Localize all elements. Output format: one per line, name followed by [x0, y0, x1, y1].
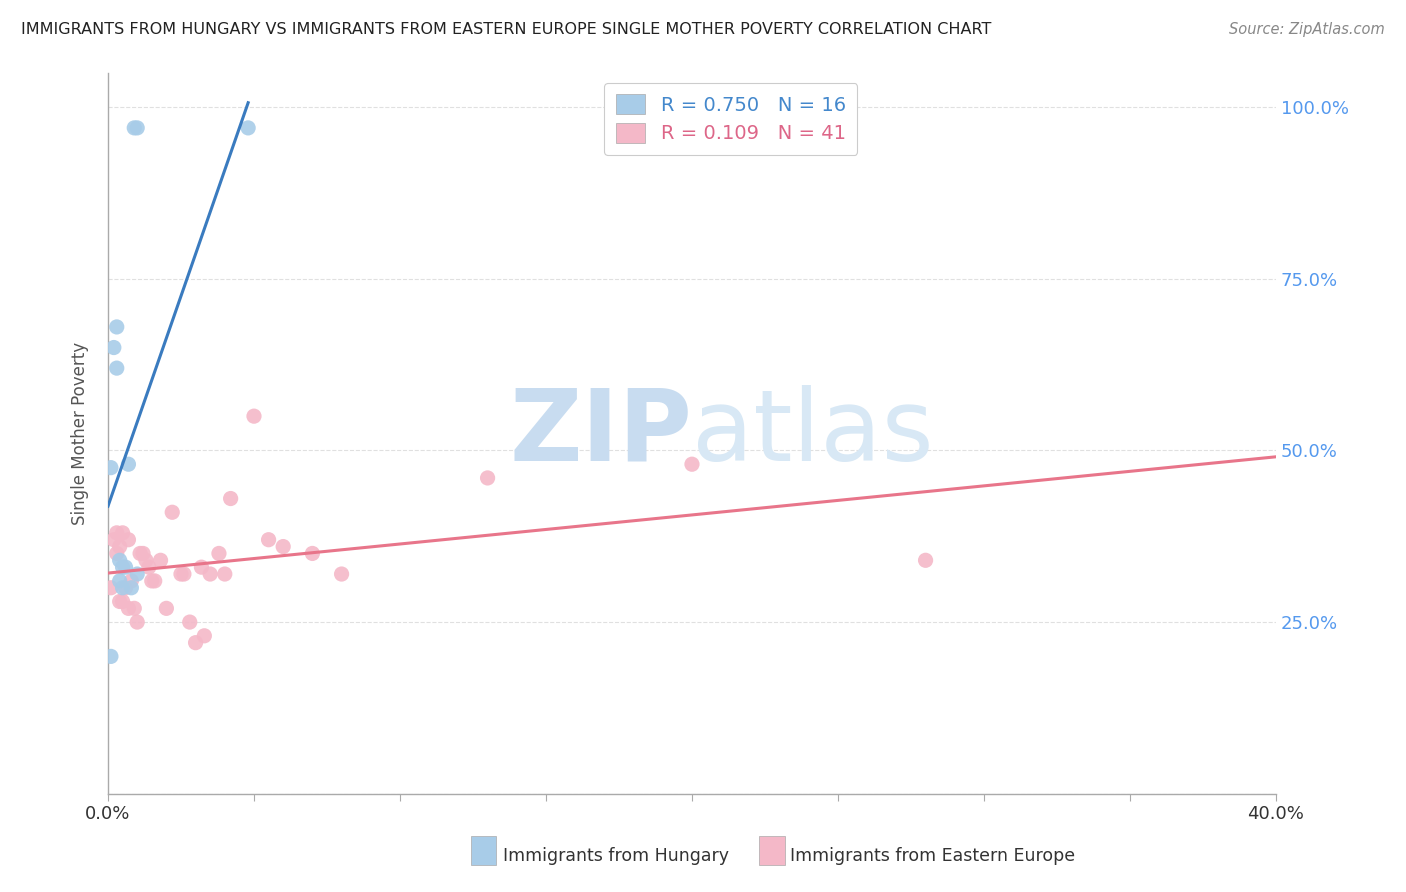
- Point: [135, 553, 157, 567]
- Point: [184, 635, 207, 649]
- Point: [208, 546, 231, 560]
- Point: [219, 491, 242, 506]
- Point: [108, 594, 131, 608]
- Point: [477, 471, 499, 485]
- Point: [111, 560, 134, 574]
- Point: [108, 540, 131, 554]
- Text: ZIP: ZIP: [509, 384, 692, 482]
- Point: [117, 457, 139, 471]
- Point: [105, 361, 128, 376]
- Point: [141, 574, 163, 588]
- Point: [103, 341, 125, 355]
- Point: [103, 533, 125, 547]
- Point: [301, 546, 323, 560]
- Point: [179, 615, 201, 629]
- Point: [120, 581, 142, 595]
- Point: [127, 615, 149, 629]
- Point: [138, 560, 160, 574]
- Point: [129, 546, 152, 560]
- Point: [100, 460, 122, 475]
- Point: [127, 567, 149, 582]
- Point: [108, 574, 131, 588]
- Point: [160, 505, 183, 519]
- Point: [117, 601, 139, 615]
- Point: [173, 567, 195, 582]
- Point: [214, 567, 236, 582]
- Point: [114, 560, 136, 574]
- Point: [236, 120, 259, 135]
- Point: [681, 457, 703, 471]
- Point: [108, 553, 131, 567]
- Text: Immigrants from Hungary: Immigrants from Hungary: [503, 847, 730, 865]
- Point: [170, 567, 193, 582]
- Y-axis label: Single Mother Poverty: Single Mother Poverty: [72, 342, 89, 524]
- Point: [122, 601, 145, 615]
- Point: [111, 525, 134, 540]
- Point: [105, 546, 128, 560]
- Point: [914, 553, 936, 567]
- Text: IMMIGRANTS FROM HUNGARY VS IMMIGRANTS FROM EASTERN EUROPE SINGLE MOTHER POVERTY : IMMIGRANTS FROM HUNGARY VS IMMIGRANTS FR…: [21, 22, 991, 37]
- Point: [132, 546, 155, 560]
- Text: atlas: atlas: [692, 384, 934, 482]
- Point: [155, 601, 177, 615]
- Legend: R = 0.750   N = 16, R = 0.109   N = 41: R = 0.750 N = 16, R = 0.109 N = 41: [605, 83, 858, 155]
- Point: [198, 567, 221, 582]
- Point: [243, 409, 266, 424]
- Point: [193, 629, 215, 643]
- Point: [143, 574, 166, 588]
- Point: [100, 649, 122, 664]
- Point: [120, 574, 142, 588]
- Point: [127, 120, 149, 135]
- Point: [111, 581, 134, 595]
- Point: [257, 533, 280, 547]
- Point: [271, 540, 294, 554]
- Point: [111, 594, 134, 608]
- Point: [105, 525, 128, 540]
- Point: [105, 320, 128, 334]
- Point: [122, 120, 145, 135]
- Point: [100, 581, 122, 595]
- Point: [149, 553, 172, 567]
- Point: [114, 581, 136, 595]
- Point: [330, 567, 353, 582]
- Point: [190, 560, 212, 574]
- Text: Immigrants from Eastern Europe: Immigrants from Eastern Europe: [790, 847, 1076, 865]
- Point: [117, 533, 139, 547]
- Text: Source: ZipAtlas.com: Source: ZipAtlas.com: [1229, 22, 1385, 37]
